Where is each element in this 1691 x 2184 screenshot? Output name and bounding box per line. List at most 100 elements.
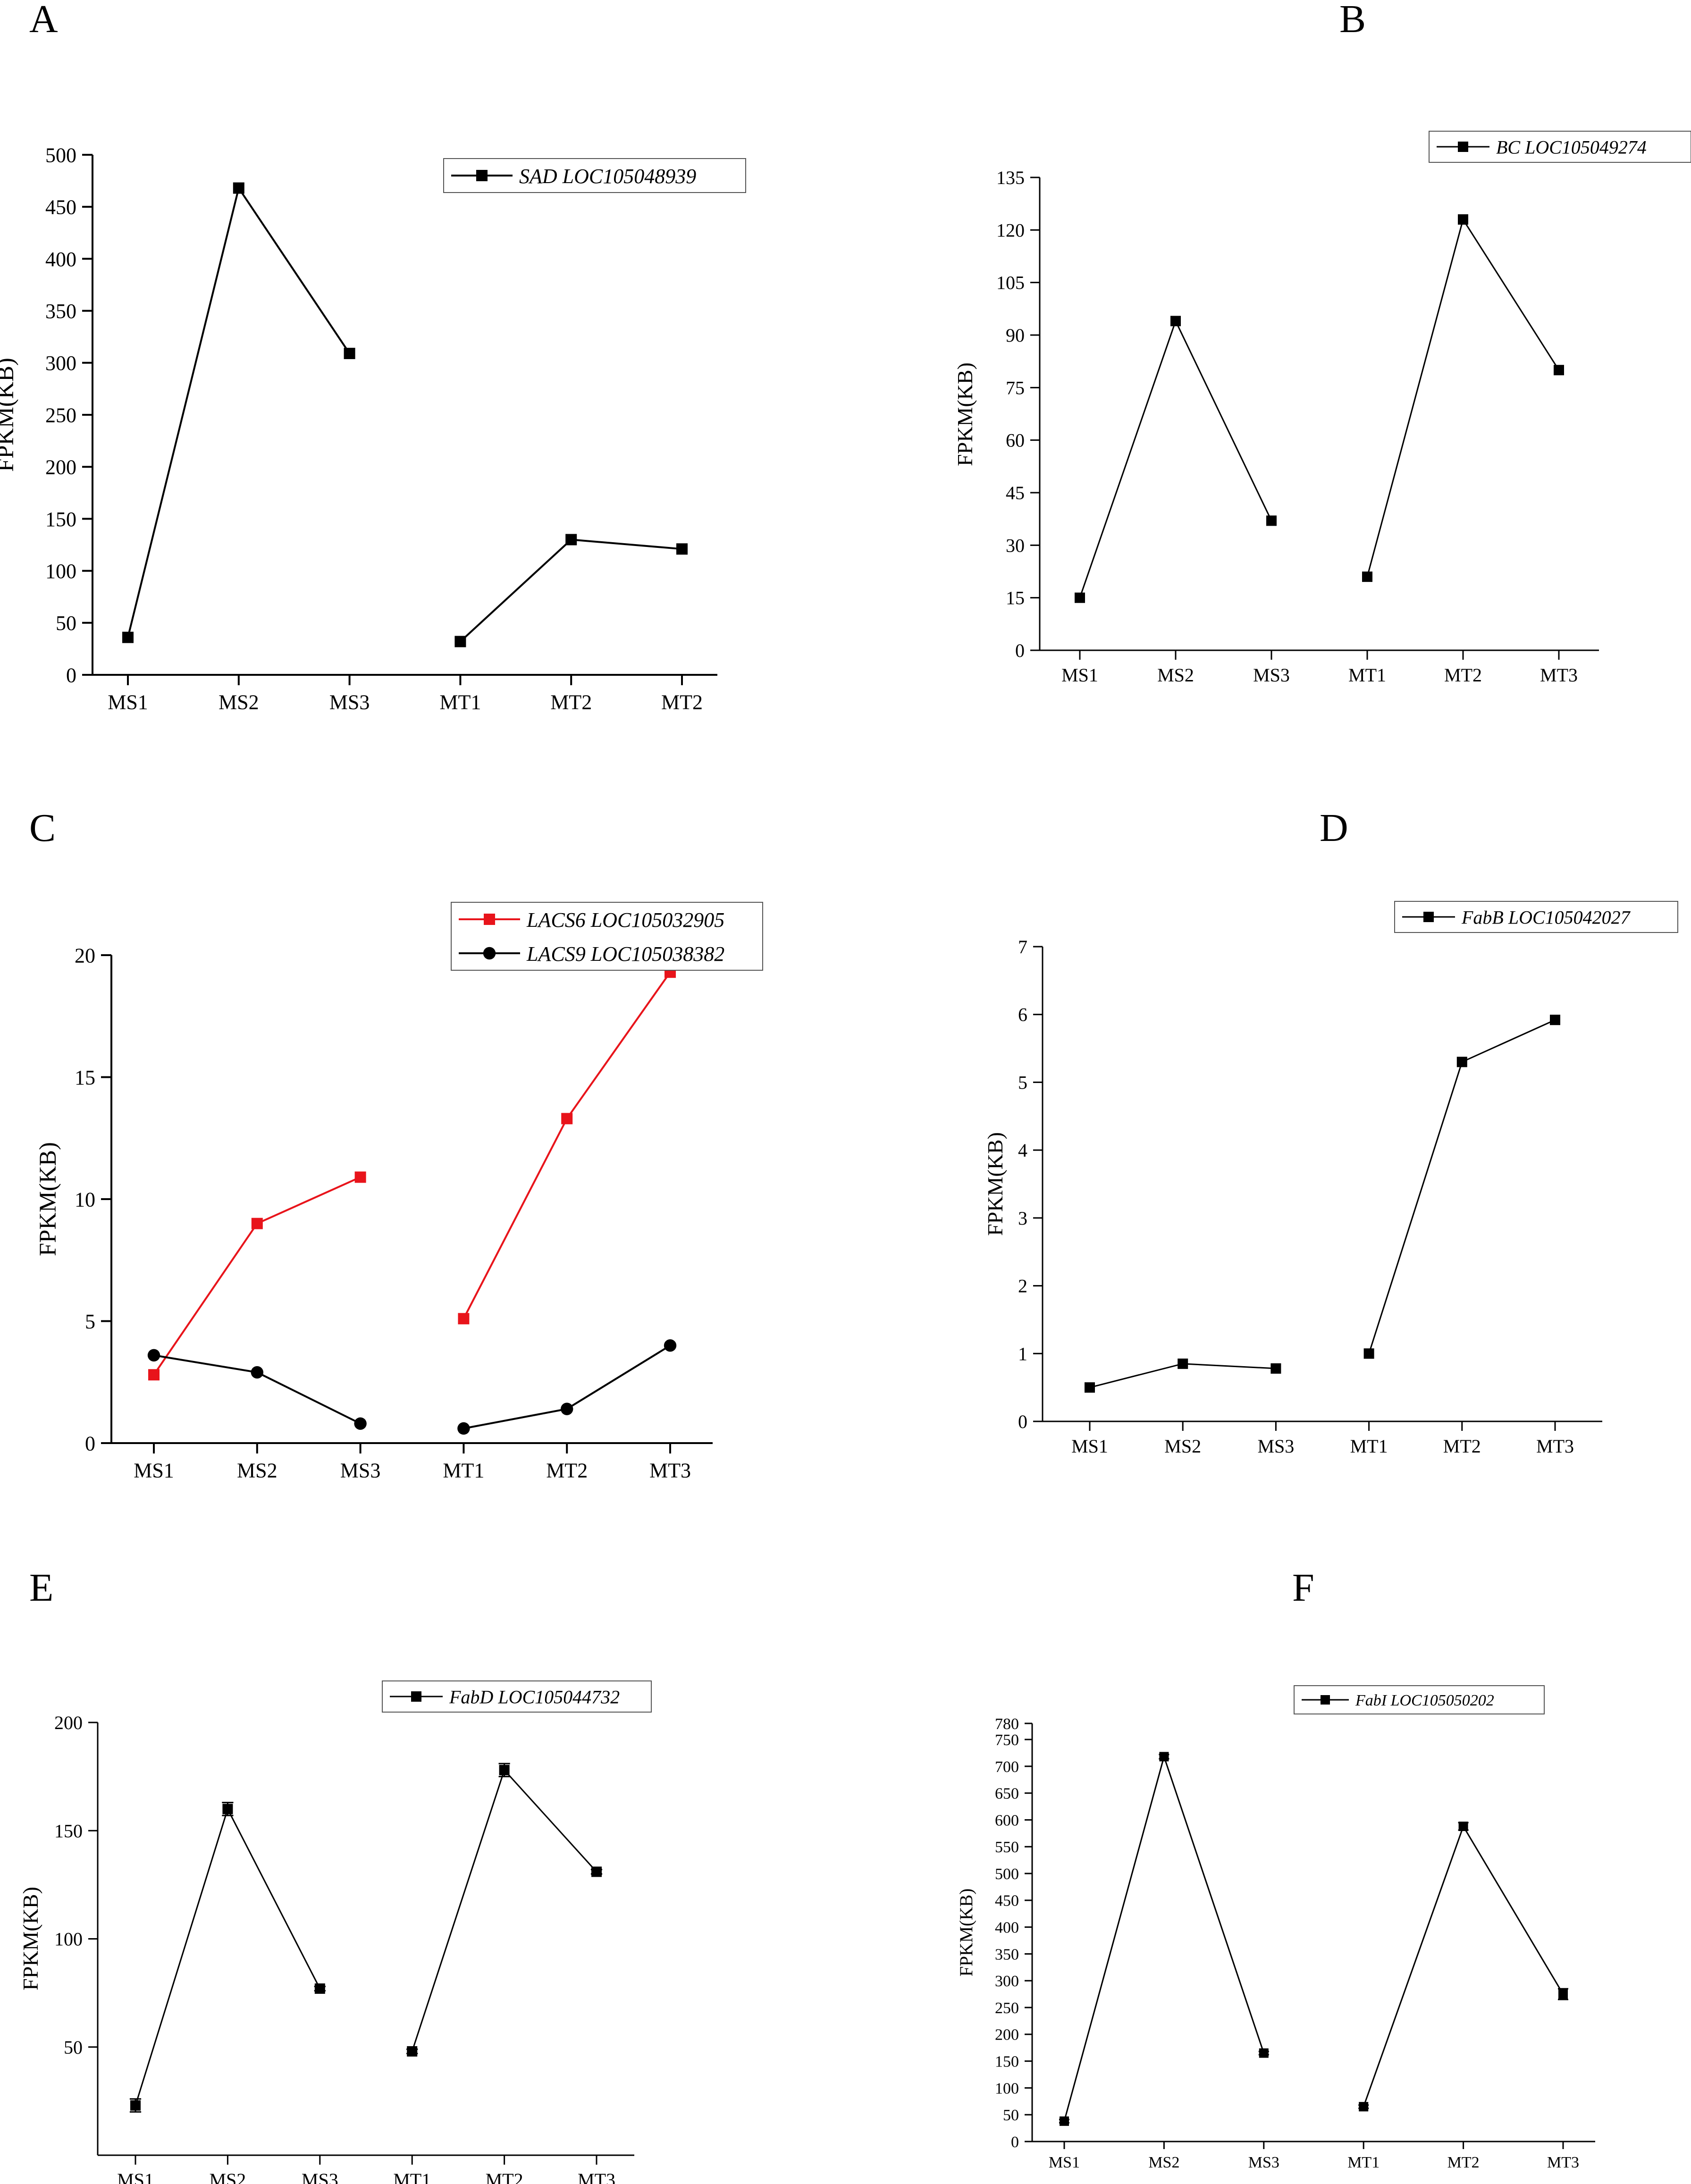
series-0 (1085, 1015, 1560, 1393)
panel-letter-e: E (29, 1566, 53, 1610)
chart-a: 0 50 100 150 200 250 300 350 400 450 500 MS1 MS2 MS3 M… (0, 143, 746, 714)
data-point (1170, 316, 1181, 327)
data-point (1266, 515, 1277, 526)
x-tick-label: MT2 (550, 691, 592, 714)
series-0 (129, 1763, 603, 2113)
y-tick-label: 90 (1006, 325, 1025, 346)
x-tick-label: MT1 (1350, 1436, 1388, 1457)
data-point (664, 1339, 677, 1352)
data-point (1060, 2116, 1069, 2126)
x-tick-label: MS1 (117, 2169, 154, 2184)
y-tick-label: 450 (995, 1892, 1019, 1910)
legend-label: FabD LOC105044732 (449, 1686, 620, 1707)
y-tick-label: 3 (1018, 1208, 1027, 1229)
y-tick-label: 750 (995, 1731, 1019, 1749)
legend-swatch-marker (484, 914, 495, 925)
y-tick-label: 700 (995, 1758, 1019, 1776)
y-tick-label: 100 (54, 1929, 83, 1950)
y-tick-label: 105 (996, 272, 1025, 294)
y-tick-label: 1 (1018, 1343, 1027, 1364)
x-tick-label: MS3 (340, 1459, 381, 1482)
data-point (457, 1422, 470, 1435)
x-tick-label: MT2 (1444, 664, 1482, 686)
x-tick-label: MS3 (1253, 664, 1290, 686)
y-tick-label: 50 (1003, 2107, 1019, 2124)
x-tick-label: MS3 (329, 691, 370, 714)
y-tick-label: 6 (1018, 1004, 1027, 1025)
x-tick-label: MS1 (1061, 664, 1098, 686)
legend: FabB LOC105042027 (1394, 901, 1678, 933)
x-tick-label: MT1 (1348, 664, 1386, 686)
legend-label: LACS6 LOC105032905 (526, 908, 724, 932)
x-tick-label: MT2 (1443, 1436, 1481, 1457)
legend: LACS6 LOC105032905 LACS9 LOC105038382 (451, 902, 763, 971)
y-axis-title: FPKM(KB) (956, 1889, 976, 1977)
y-tick-label: 400 (45, 248, 76, 271)
legend: BC LOC105049274 (1429, 131, 1691, 163)
data-point (122, 631, 134, 643)
data-point (565, 534, 577, 546)
y-tick-label: 200 (45, 456, 76, 479)
legend-label: FabB LOC105042027 (1461, 907, 1631, 928)
y-tick-label: 450 (45, 196, 76, 219)
series-0 (1075, 214, 1564, 603)
chart-c: 0 5 10 15 20 MS1 MS2 MS3 MT1 MT2 MT3 FPKM(KB) LACS6 … (34, 902, 763, 1482)
x-tick-label: MT2 (486, 2169, 523, 2184)
data-point (344, 347, 355, 359)
legend-swatch-marker (1423, 912, 1434, 922)
legend-label: LACS9 LOC105038382 (526, 942, 724, 966)
y-tick-label: 200 (995, 2026, 1019, 2044)
y-tick-label: 250 (995, 1999, 1019, 2017)
legend-label: FabI LOC105050202 (1355, 1692, 1494, 1709)
y-tick-label: 300 (45, 352, 76, 375)
panel-letter-b: B (1339, 0, 1366, 41)
x-tick-label: MS2 (237, 1459, 278, 1482)
y-tick-label: 350 (995, 1946, 1019, 1963)
y-axis-title: FPKM(KB) (983, 1132, 1007, 1236)
x-tick-label: MS3 (302, 2169, 338, 2184)
legend-box (451, 902, 763, 971)
x-tick-label: MS3 (1248, 2154, 1279, 2171)
data-point (1270, 1363, 1281, 1374)
y-tick-label: 2 (1018, 1276, 1027, 1297)
y-tick-label: 75 (1006, 377, 1025, 398)
data-point (147, 1349, 160, 1362)
data-point (233, 182, 244, 194)
data-point (1259, 2048, 1269, 2058)
y-tick-label: 550 (995, 1839, 1019, 1856)
data-point (251, 1366, 263, 1379)
chart-b: 0 15 30 45 60 75 90 105 120 135 MS1 MS2 MS3 MT1 MT2 MT3… (953, 131, 1691, 686)
y-tick-label: 20 (75, 944, 95, 967)
x-tick-label: MT1 (1347, 2154, 1380, 2171)
series-0 (1059, 1752, 1568, 2126)
x-tick-label: MT1 (439, 691, 481, 714)
y-axis-title: FPKM(KB) (34, 1142, 61, 1256)
data-point (1550, 1015, 1560, 1025)
legend-swatch-marker (411, 1691, 421, 1702)
y-tick-label: 300 (995, 1973, 1019, 1990)
data-point (561, 1113, 573, 1125)
y-tick-label: 150 (995, 2053, 1019, 2071)
data-point (354, 1171, 366, 1183)
y-tick-label: 100 (45, 560, 76, 583)
x-tick-label: MS1 (134, 1459, 174, 1482)
data-point (314, 1983, 325, 1994)
data-point (1363, 1348, 1374, 1359)
x-tick-label: MT3 (1547, 2154, 1579, 2171)
x-tick-label: MT3 (1536, 1436, 1574, 1457)
legend-label: SAD LOC105048939 (519, 165, 696, 188)
data-point (1159, 1752, 1169, 1762)
legend: SAD LOC105048939 (443, 158, 746, 193)
chart-e: 50 100 150 200 MS1 MS2 MS3 MT1 MT2 MT3 FPKM(KB) Fab… (18, 1680, 652, 2184)
y-tick-label: 150 (54, 1820, 83, 1841)
legend-swatch-marker (1458, 142, 1468, 152)
x-tick-label: MT3 (578, 2169, 615, 2184)
series-0 (148, 966, 676, 1381)
data-point (458, 1313, 470, 1325)
y-tick-label: 500 (45, 143, 76, 167)
x-tick-label: MS1 (1049, 2154, 1080, 2171)
series-1 (147, 1339, 677, 1435)
data-point (130, 2100, 141, 2111)
data-point (499, 1764, 510, 1775)
x-tick-label: MT2 (661, 691, 703, 714)
